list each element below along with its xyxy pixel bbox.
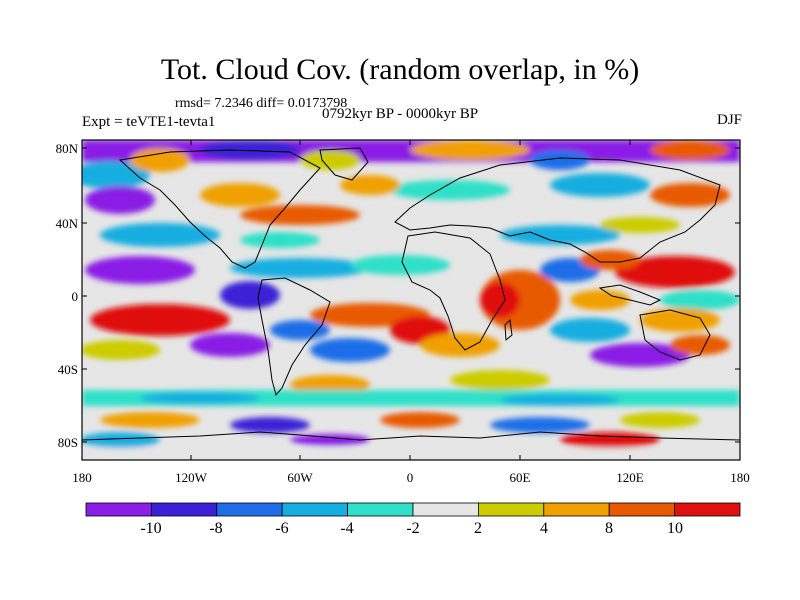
colorbar-label-m10: -10 xyxy=(140,520,162,537)
lat-label-80n: 80N xyxy=(55,141,78,156)
colorbar-segment xyxy=(85,502,152,517)
lat-label-80s: 80S xyxy=(57,435,78,450)
colorbar-segment xyxy=(281,502,349,517)
colorbar-segment xyxy=(608,502,676,517)
colorbar xyxy=(85,502,741,517)
map-title: Tot. Cloud Cov. (random overlap, in %) xyxy=(160,53,640,86)
colorbar-label-m8: -8 xyxy=(209,520,223,537)
lon-label-120w: 120W xyxy=(175,470,207,485)
colorbar-label-m2: -2 xyxy=(406,520,420,537)
colorbar-label-m6: -6 xyxy=(275,520,289,537)
coastlines xyxy=(82,147,740,441)
colorbar-label-8: 8 xyxy=(605,520,613,537)
lon-label-180e: 180 xyxy=(730,470,750,485)
colorbar-segment xyxy=(543,502,610,517)
period-label: 0792kyr BP - 0000kyr BP xyxy=(322,106,479,122)
lat-label-0: 0 xyxy=(71,289,79,304)
colorbar-segment xyxy=(216,502,283,517)
stats-line: rmsd= 7.2346 diff= 0.0173798 xyxy=(175,96,348,111)
lat-ticks xyxy=(82,147,740,443)
lon-label-60e: 60E xyxy=(509,470,531,485)
colorbar-segment xyxy=(347,502,414,517)
lon-label-120e: 120E xyxy=(616,470,644,485)
colorbar-segment xyxy=(150,502,218,517)
lon-label-0: 0 xyxy=(406,470,414,485)
map-frame xyxy=(81,139,741,461)
colorbar-segment xyxy=(477,502,545,517)
cloud-cover-field xyxy=(82,140,740,460)
lat-label-40s: 40S xyxy=(57,362,78,377)
experiment-label: Expt = teVTE1-tevta1 xyxy=(82,114,216,130)
colorbar-label-m4: -4 xyxy=(340,520,354,537)
colorbar-label-2: 2 xyxy=(474,520,482,537)
colorbar-segment xyxy=(674,502,741,517)
lon-label-60w: 60W xyxy=(287,470,313,485)
lat-label-40n: 40N xyxy=(55,216,78,231)
lon-label-180w: 180 xyxy=(72,470,92,485)
colorbar-segment xyxy=(412,502,479,517)
season-label: DJF xyxy=(716,112,742,128)
lon-ticks xyxy=(190,140,631,460)
colorbar-label-4: 4 xyxy=(540,520,548,537)
colorbar-label-10: 10 xyxy=(667,520,683,537)
